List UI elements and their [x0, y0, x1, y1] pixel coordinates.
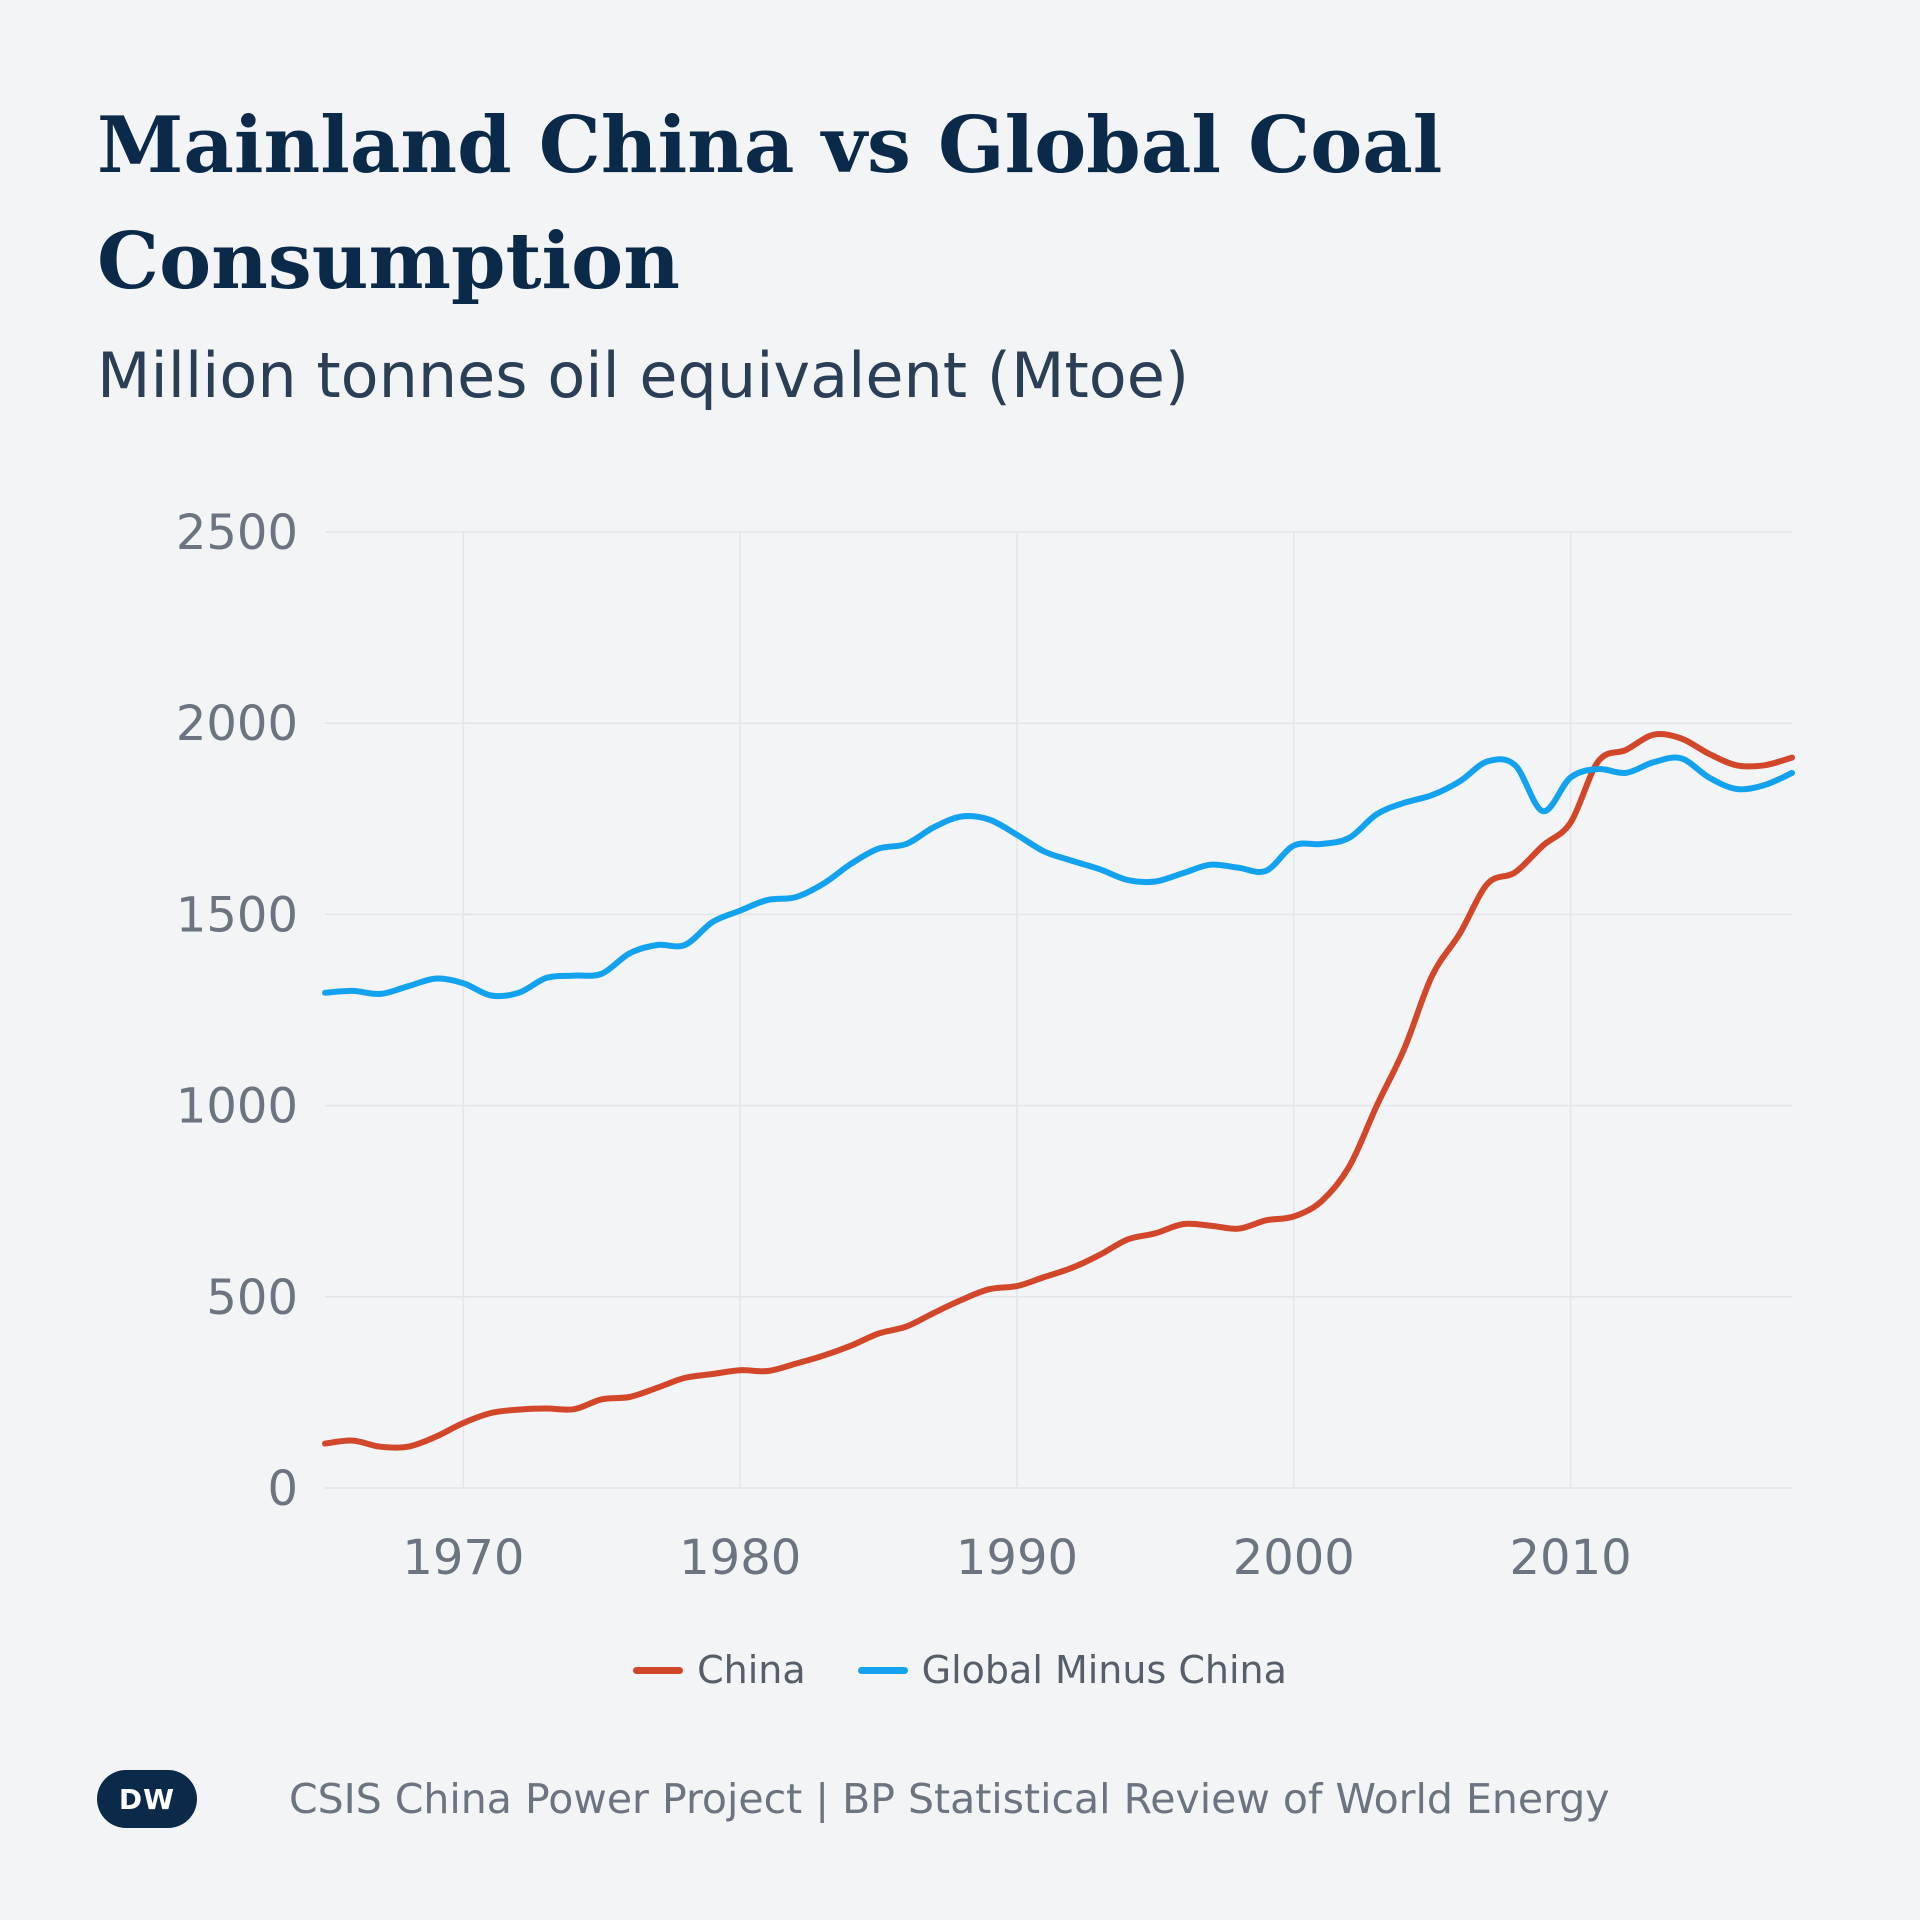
- legend-swatch-global-minus-china: [857, 1666, 908, 1674]
- x-tick-label-1990: 1990: [956, 1530, 1078, 1586]
- legend-item-global-minus-china: Global Minus China: [857, 1648, 1287, 1692]
- x-tick-label-1970: 1970: [402, 1530, 524, 1586]
- x-tick-label-2000: 2000: [1233, 1530, 1355, 1586]
- series-lines: [322, 731, 1795, 1451]
- legend: China Global Minus China: [0, 1648, 1920, 1692]
- x-tick-label-2010: 2010: [1509, 1530, 1631, 1586]
- legend-label-global-minus-china: Global Minus China: [921, 1648, 1287, 1692]
- legend-item-china: China: [633, 1648, 806, 1692]
- y-tick-label-2500: 2500: [176, 505, 298, 561]
- y-tick-label-1000: 1000: [176, 1079, 298, 1135]
- x-tick-label-1980: 1980: [679, 1530, 801, 1586]
- source-text: CSIS China Power Project | BP Statistica…: [289, 1775, 1610, 1823]
- legend-swatch-china: [633, 1666, 684, 1674]
- line-chart: 0 500 1000 1500 2000 2500 1970 1980 1990 2000 2010: [176, 505, 1795, 1586]
- dw-logo-icon: DW: [97, 1770, 197, 1828]
- grid: [325, 531, 1792, 1489]
- legend-label-china: China: [697, 1648, 806, 1692]
- y-tick-label-2000: 2000: [176, 696, 298, 752]
- chart-title: Mainland China vs Global Coal Consumptio…: [97, 100, 1443, 307]
- series-line-global-minus-china: [322, 754, 1795, 1000]
- axes: 0 500 1000 1500 2000 2500 1970 1980 1990 2000 2010: [176, 505, 1632, 1586]
- y-tick-label-1500: 1500: [176, 887, 298, 943]
- y-tick-label-0: 0: [267, 1461, 298, 1517]
- y-tick-label-500: 500: [206, 1270, 298, 1326]
- chart-subtitle: Million tonnes oil equivalent (Mtoe): [97, 339, 1190, 412]
- footer: DW CSIS China Power Project | BP Statist…: [97, 1770, 1610, 1828]
- series-line-china: [322, 731, 1795, 1451]
